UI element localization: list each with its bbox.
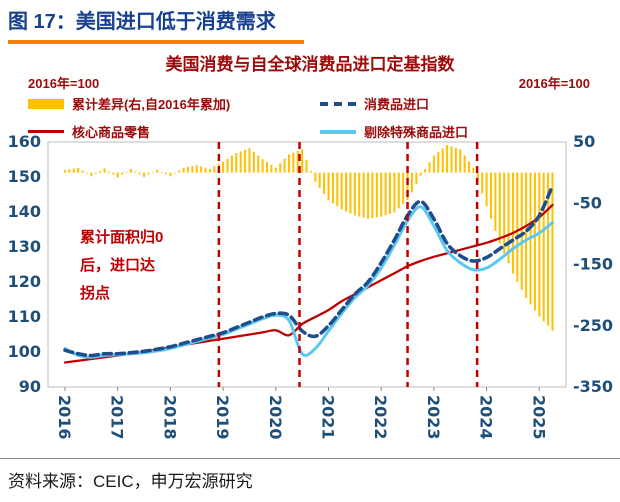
right-axis-unit-label: 2016年=100 (518, 76, 590, 91)
svg-text:2017: 2017 (108, 395, 127, 440)
svg-text:140: 140 (8, 202, 41, 221)
svg-text:120: 120 (8, 272, 41, 291)
chart-legend: 累计差异(右,自2016年累加) 消费品进口 核心商品零售 剔除特殊商品进口 (28, 94, 468, 141)
svg-text:110: 110 (8, 307, 41, 326)
svg-text:90: 90 (19, 377, 41, 396)
chart-plot: 160 150 140 130 120 110 100 90 50 -50 -150 -250 -350… (8, 132, 613, 440)
figure-title: 图 17：美国进口低于消费需求 (8, 5, 304, 44)
svg-text:2018: 2018 (160, 395, 179, 440)
dashed-line-swatch-icon (320, 101, 356, 106)
svg-text:150: 150 (8, 167, 41, 186)
legend-label: 剔除特殊商品进口 (364, 125, 469, 140)
svg-text:2021: 2021 (319, 395, 338, 440)
svg-text:-50: -50 (573, 193, 602, 212)
left-axis-unit-label: 2016年=100 (28, 76, 100, 91)
legend-label: 消费品进口 (364, 97, 430, 112)
chart-annotation: 累计面积归0 后，进口达 拐点 (80, 229, 164, 302)
svg-text:2024: 2024 (477, 395, 496, 440)
source-note: 资料来源：CEIC，申万宏源研究 (8, 472, 253, 491)
legend-label: 累计差异(右,自2016年累加) (72, 97, 231, 112)
svg-text:-250: -250 (573, 316, 613, 335)
legend-item-cumulative-diff: 累计差异(右,自2016年累加) (28, 94, 320, 113)
svg-text:100: 100 (8, 342, 41, 361)
legend-item-core-retail: 核心商品零售 (28, 122, 320, 141)
gold-bar-swatch-icon (28, 98, 64, 109)
svg-text:2020: 2020 (266, 395, 285, 440)
svg-text:-350: -350 (573, 377, 613, 396)
svg-text:2016: 2016 (55, 395, 74, 440)
svg-text:2023: 2023 (424, 395, 443, 440)
svg-text:130: 130 (8, 237, 41, 256)
svg-text:2022: 2022 (371, 395, 390, 440)
svg-text:2025: 2025 (529, 395, 548, 440)
red-line-swatch-icon (28, 130, 64, 133)
legend-item-consumer-imports: 消费品进口 (320, 94, 468, 113)
lightblue-line-swatch-icon (320, 129, 356, 134)
svg-text:50: 50 (573, 132, 595, 151)
chart-title: 美国消费与自全球消费品进口定基指数 (165, 55, 455, 74)
svg-text:2019: 2019 (213, 395, 232, 440)
legend-label: 核心商品零售 (72, 125, 151, 140)
svg-text:-150: -150 (573, 255, 613, 274)
svg-text:160: 160 (8, 132, 41, 151)
divider-line (0, 458, 620, 459)
legend-item-excl-special-imports: 剔除特殊商品进口 (320, 122, 468, 141)
